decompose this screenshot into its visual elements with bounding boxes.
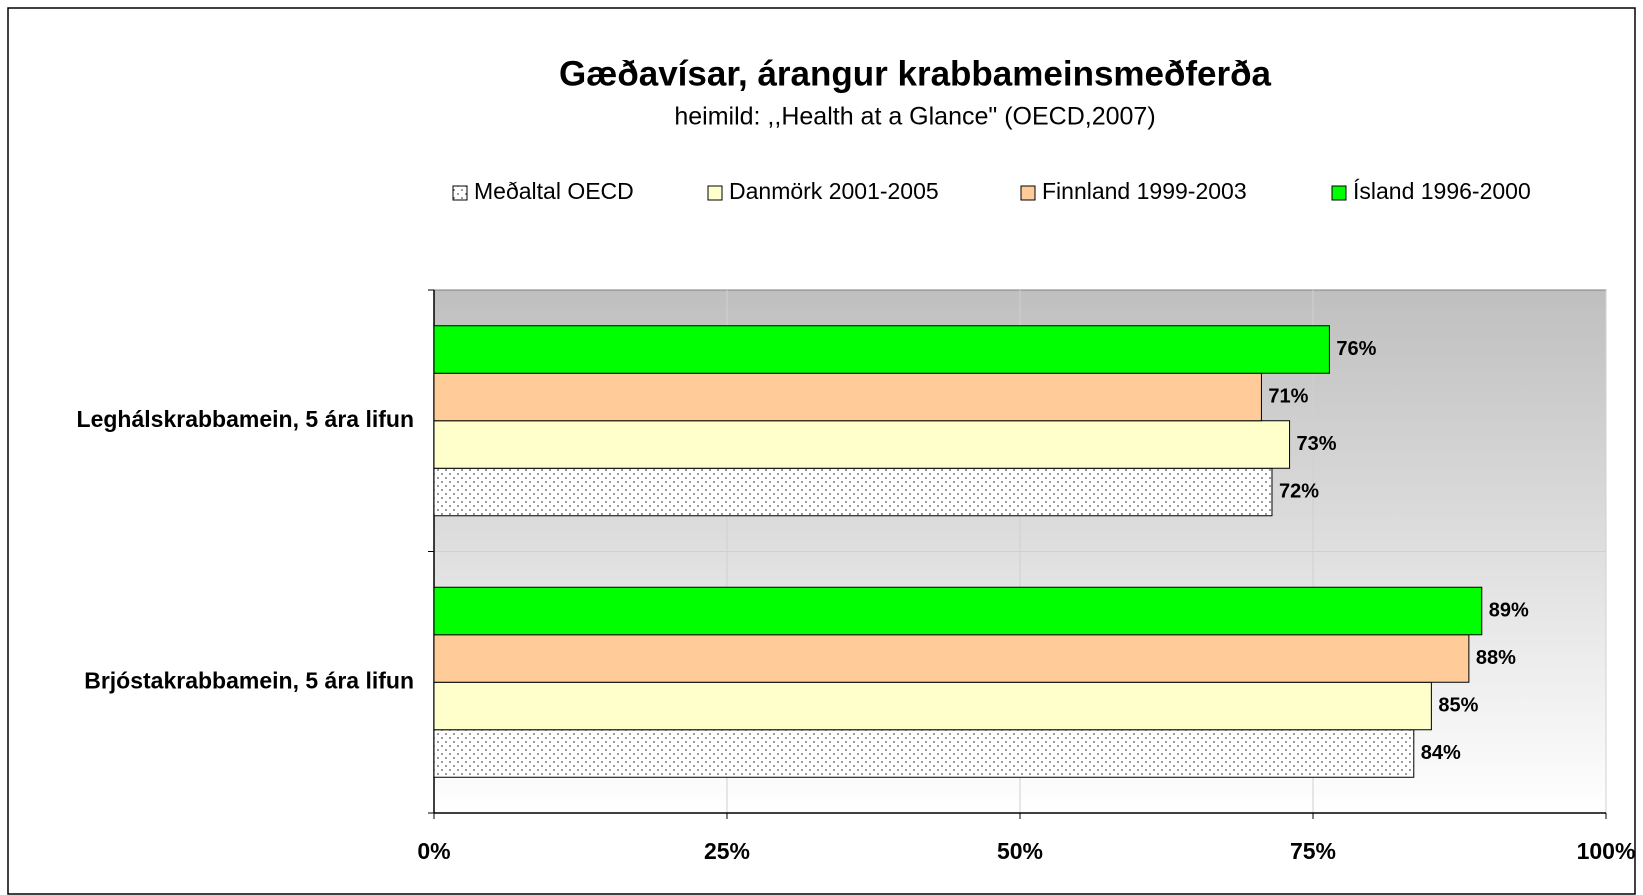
legend-label: Meðaltal OECD — [474, 178, 634, 204]
legend-label: Finnland 1999-2003 — [1042, 178, 1247, 204]
x-tick-label: 50% — [997, 838, 1043, 864]
legend-swatch — [707, 185, 723, 201]
bar — [433, 681, 1432, 731]
legend-swatch — [452, 185, 468, 201]
legend-label: Danmörk 2001-2005 — [729, 178, 939, 204]
bar — [433, 729, 1415, 778]
x-tick-label: 100% — [1577, 838, 1636, 864]
value-label: 85% — [1438, 694, 1478, 716]
value-label: 88% — [1476, 647, 1516, 669]
bar — [433, 420, 1291, 469]
legend-label: Ísland 1996-2000 — [1353, 178, 1531, 204]
legend-swatch — [1331, 185, 1347, 201]
chart-subtitle: heimild: ,,Health at a Glance" (OECD,200… — [674, 103, 1155, 131]
frame — [7, 7, 1636, 895]
bar — [433, 634, 1470, 683]
value-label: 84% — [1421, 742, 1461, 764]
value-label: 89% — [1489, 599, 1529, 621]
value-label: 73% — [1297, 433, 1337, 455]
chart-title: Gæðavísar, árangur krabbameinsmeðferða — [559, 54, 1271, 93]
bar — [433, 325, 1330, 374]
x-tick-label: 25% — [704, 838, 750, 864]
x-tick-label: 75% — [1290, 838, 1336, 864]
x-tick-label: 0% — [417, 838, 450, 864]
bar — [433, 372, 1262, 422]
bar — [433, 586, 1483, 636]
category-label: Leghálskrabbamein, 5 ára lifun — [77, 406, 414, 432]
value-label: 72% — [1279, 480, 1319, 502]
legend-swatch — [1020, 185, 1036, 201]
value-label: 76% — [1336, 338, 1376, 360]
value-label: 71% — [1268, 385, 1308, 407]
bar — [433, 467, 1273, 517]
category-label: Brjóstakrabbamein, 5 ára lifun — [84, 667, 414, 693]
